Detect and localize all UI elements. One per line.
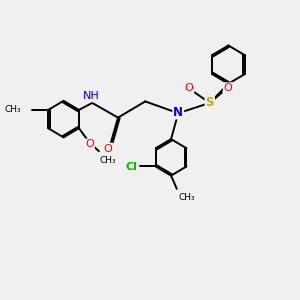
Text: NH: NH (82, 92, 99, 101)
Text: CH₃: CH₃ (5, 106, 22, 115)
Text: O: O (103, 143, 112, 154)
Text: S: S (206, 96, 214, 110)
Text: O: O (85, 140, 94, 149)
Text: CH₃: CH₃ (178, 193, 195, 202)
Text: O: O (224, 83, 233, 93)
Text: N: N (173, 106, 183, 118)
Text: CH₃: CH₃ (100, 156, 116, 165)
Text: O: O (184, 83, 193, 93)
Text: Cl: Cl (126, 162, 138, 172)
